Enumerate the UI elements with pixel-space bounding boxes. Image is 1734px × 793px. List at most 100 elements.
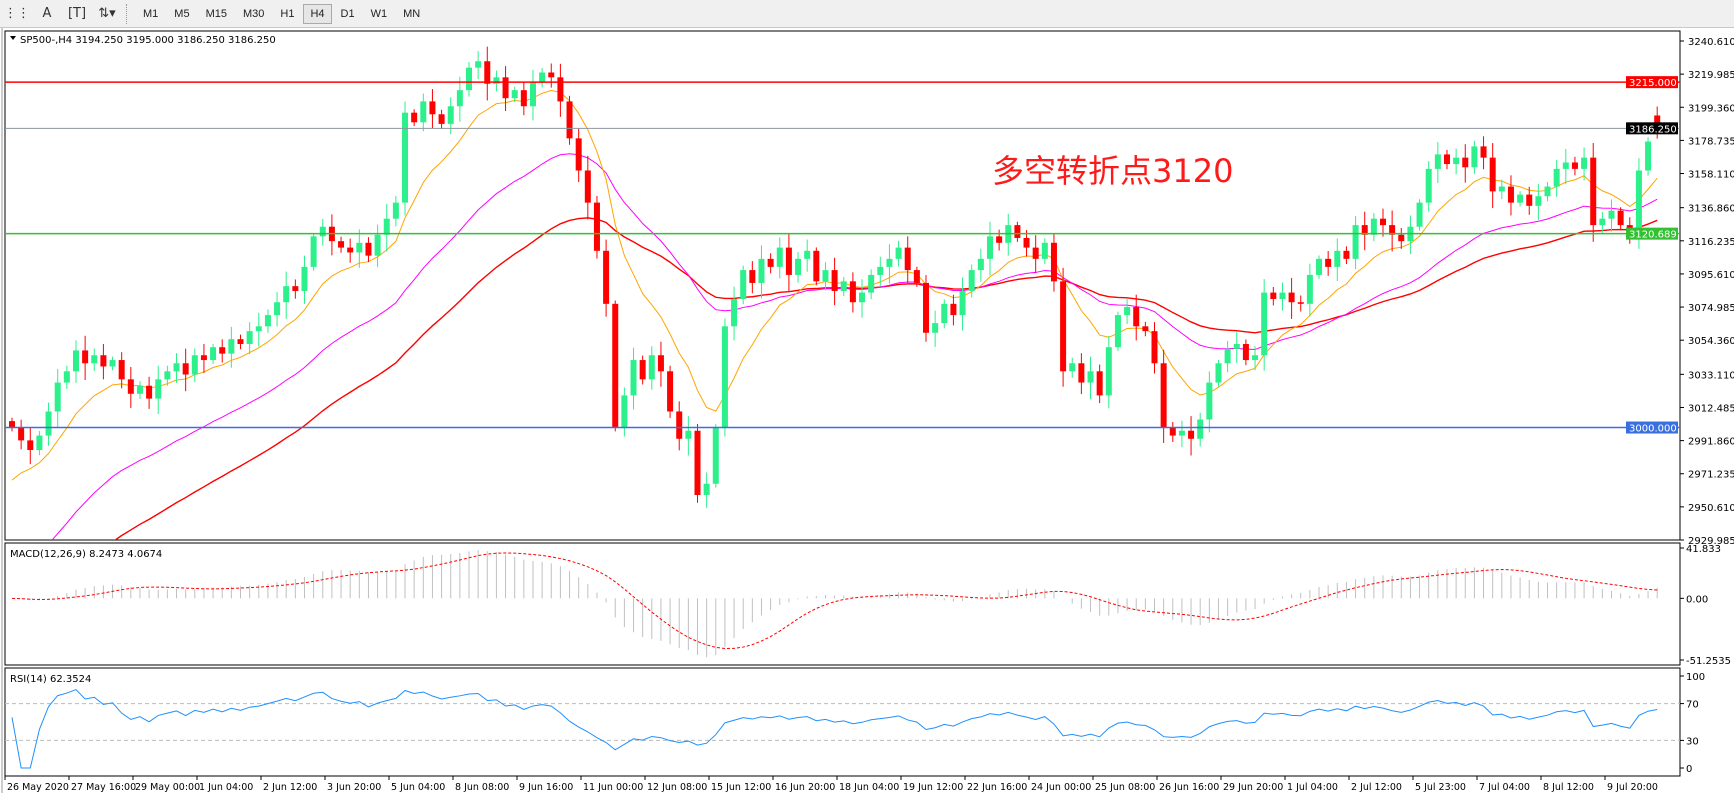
candle-body bbox=[1590, 157, 1597, 226]
timeframe-m15-button[interactable]: M15 bbox=[205, 7, 227, 20]
candle-body bbox=[795, 258, 802, 275]
candle-body bbox=[301, 266, 308, 291]
candle-body bbox=[1124, 307, 1131, 316]
candle-body bbox=[1645, 141, 1652, 171]
candle-body bbox=[913, 270, 920, 283]
candle-body bbox=[91, 355, 98, 364]
candle-body bbox=[612, 303, 619, 428]
candle-body bbox=[383, 218, 390, 235]
candle-body bbox=[1151, 331, 1158, 364]
rsi-line bbox=[11, 688, 1658, 769]
candle-body bbox=[493, 77, 500, 84]
candle-body bbox=[1380, 218, 1386, 226]
candle-body bbox=[1398, 234, 1405, 242]
price-level-label: 3120.689 bbox=[1629, 230, 1677, 241]
candle-body bbox=[1215, 363, 1222, 383]
candle-body bbox=[1462, 157, 1469, 168]
y-tick-label: 2971.235 bbox=[1688, 470, 1734, 481]
candle-body bbox=[191, 355, 198, 375]
candle-body bbox=[1252, 355, 1259, 361]
candle-body bbox=[1050, 242, 1057, 282]
candle-body bbox=[539, 72, 546, 83]
macd-panel bbox=[4, 542, 1681, 666]
rsi-label: RSI(14) 62.3524 bbox=[10, 674, 91, 685]
candle-body bbox=[703, 483, 710, 495]
candle-body bbox=[840, 281, 847, 291]
candle-body bbox=[1389, 225, 1396, 235]
y-tick-label: 3095.610 bbox=[1688, 270, 1734, 281]
timeframe-m30-button[interactable]: M30 bbox=[242, 7, 265, 20]
x-tick-label: 11 Jun 00:00 bbox=[583, 782, 643, 793]
timeframe-m1-button[interactable]: M1 bbox=[143, 7, 159, 20]
candle-body bbox=[1370, 218, 1377, 235]
x-tick-label: 27 May 16:00 bbox=[71, 782, 136, 793]
candle-body bbox=[1416, 202, 1423, 227]
candle-body bbox=[502, 77, 509, 99]
candle-body bbox=[676, 411, 683, 439]
candle-body bbox=[1489, 157, 1496, 192]
collapse-triangle-icon bbox=[10, 36, 16, 40]
x-tick-label: 29 Jun 20:00 bbox=[1223, 782, 1283, 793]
x-tick-label: 12 Jun 08:00 bbox=[647, 782, 707, 793]
x-tick-label: 2 Jun 12:00 bbox=[263, 782, 317, 793]
candle-body bbox=[1169, 427, 1176, 436]
candle-body bbox=[721, 326, 728, 428]
x-tick-label: 5 Jun 04:00 bbox=[391, 782, 445, 793]
candle-body bbox=[529, 82, 536, 107]
y-tick-label: 3240.610 bbox=[1688, 37, 1734, 48]
candle-body bbox=[986, 236, 993, 259]
x-tick-label: 26 Jun 16:00 bbox=[1159, 782, 1219, 793]
text-A-icon[interactable]: A bbox=[42, 6, 52, 21]
candle-body bbox=[1297, 302, 1304, 304]
candle-body bbox=[155, 379, 162, 399]
candle-body bbox=[1206, 382, 1213, 420]
rsi-tick-label: 30 bbox=[1686, 736, 1699, 747]
y-tick-label: 3033.110 bbox=[1688, 370, 1734, 381]
candle-body bbox=[648, 355, 655, 380]
candle-body bbox=[1599, 218, 1606, 226]
candle-body bbox=[1114, 315, 1121, 348]
candle-body bbox=[264, 315, 271, 327]
timeframe-h1-button[interactable]: H1 bbox=[280, 7, 295, 20]
x-tick-label: 3 Jun 20:00 bbox=[327, 782, 381, 793]
candle-body bbox=[54, 382, 61, 412]
candle-body bbox=[1188, 430, 1195, 439]
candle-body bbox=[1352, 225, 1359, 259]
timeframe-w1-button[interactable]: W1 bbox=[370, 7, 388, 20]
candle-body bbox=[694, 430, 701, 495]
arrows-dropdown-icon[interactable]: ⇅▾ bbox=[98, 6, 116, 21]
grid-dots-icon[interactable]: ⋮⋮ bbox=[4, 6, 30, 21]
timeframe-m5-button[interactable]: M5 bbox=[174, 7, 190, 20]
candle-body bbox=[219, 347, 226, 354]
candle-body bbox=[1425, 168, 1432, 203]
macd-tick-label: 41.833 bbox=[1686, 544, 1721, 555]
macd-signal-line bbox=[11, 552, 1658, 649]
timeframe-h4-button[interactable]: H4 bbox=[303, 3, 332, 24]
candle-body bbox=[1471, 146, 1478, 168]
timeframe-d1-button[interactable]: D1 bbox=[340, 7, 355, 20]
price-level-label: 3000.000 bbox=[1629, 424, 1677, 435]
candle-body bbox=[1343, 250, 1350, 259]
x-tick-label: 8 Jun 08:00 bbox=[455, 782, 509, 793]
candle-body bbox=[402, 112, 409, 203]
candle-body bbox=[173, 363, 180, 372]
candle-body bbox=[45, 411, 52, 436]
candle-body bbox=[749, 270, 756, 283]
candle-body bbox=[548, 72, 555, 78]
text-box-icon[interactable]: [T] bbox=[67, 6, 87, 21]
x-tick-label: 16 Jun 20:00 bbox=[775, 782, 835, 793]
candle-body bbox=[685, 430, 692, 439]
x-tick-label: 19 Jun 12:00 bbox=[903, 782, 963, 793]
candle-body bbox=[456, 90, 463, 107]
x-tick-label: 24 Jun 00:00 bbox=[1031, 782, 1091, 793]
candle-body bbox=[1160, 363, 1167, 428]
candle-body bbox=[438, 114, 445, 124]
candle-body bbox=[657, 355, 664, 372]
candle-body bbox=[1233, 343, 1240, 349]
timeframe-mn-button[interactable]: MN bbox=[403, 7, 421, 20]
candle-body bbox=[1224, 348, 1231, 364]
candle-body bbox=[1480, 146, 1487, 158]
candle-body bbox=[310, 236, 317, 267]
candle-body bbox=[1608, 210, 1615, 219]
